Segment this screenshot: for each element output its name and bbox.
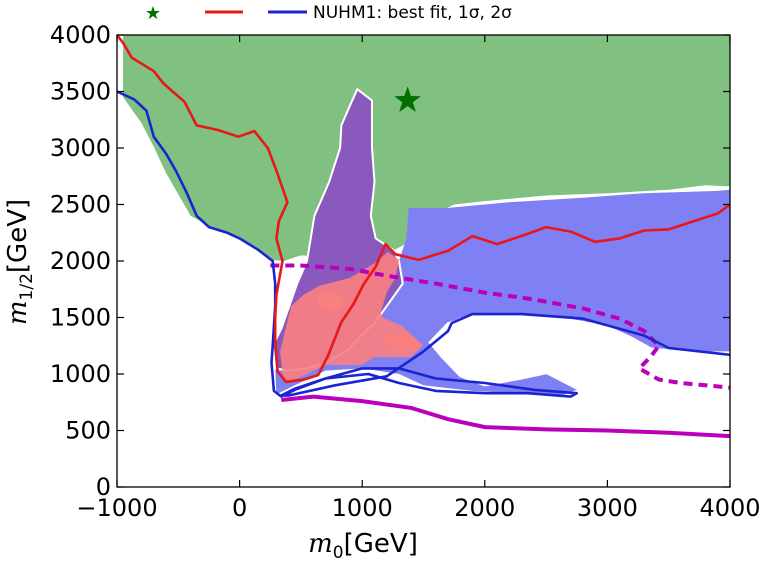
y-tick-label: 500 [65, 417, 111, 445]
x-tick-label: 2000 [454, 494, 515, 522]
y-tick-label: 4000 [50, 21, 111, 49]
x-tick-label: 1000 [332, 494, 393, 522]
y-tick-label: 3500 [50, 78, 111, 106]
magenta-solid-line [281, 394, 730, 439]
y-axis-symbol: m [3, 300, 33, 325]
y-tick-label: 1500 [50, 304, 111, 332]
x-tick-label: −1000 [76, 494, 157, 522]
blue-contour [117, 90, 730, 398]
pink-region-extra-0 [316, 289, 345, 311]
x-axis-subscript: 0 [333, 543, 344, 560]
green-region [123, 35, 730, 261]
y-axis-label: m1/2[GeV] [3, 199, 37, 325]
y-tick-label: 0 [96, 473, 111, 501]
x-tick-label: 0 [232, 494, 247, 522]
x-tick-label: 4000 [699, 494, 760, 522]
legend-star-marker: ★ [145, 3, 161, 24]
x-axis-unit: [GeV] [344, 529, 418, 559]
x-axis-label: m0[GeV] [308, 529, 418, 560]
y-tick-label: 2500 [50, 191, 111, 219]
y-tick-label: 1000 [50, 360, 111, 388]
pink-region [280, 252, 423, 382]
y-tick-label: 3000 [50, 134, 111, 162]
pink-region-extra-1 [384, 332, 424, 352]
legend-label: NUHM1: best fit, 1σ, 2σ [313, 3, 512, 23]
plot-area [117, 35, 730, 439]
y-tick-label: 2000 [50, 247, 111, 275]
red-contour [117, 35, 730, 384]
y-axis-unit: [GeV] [3, 199, 33, 273]
best-fit-star [394, 86, 421, 112]
x-tick-label: 3000 [577, 494, 638, 522]
axis-ticks: −1000 0 1000 2000 3000 4000050010001500200025… [50, 21, 761, 522]
legend: ★ NUHM1: best fit, 1σ, 2σ [145, 3, 512, 24]
x-axis-symbol: m [308, 529, 333, 559]
white-hole-0 [428, 314, 660, 387]
y-axis-subscript: 1/2 [17, 273, 37, 300]
